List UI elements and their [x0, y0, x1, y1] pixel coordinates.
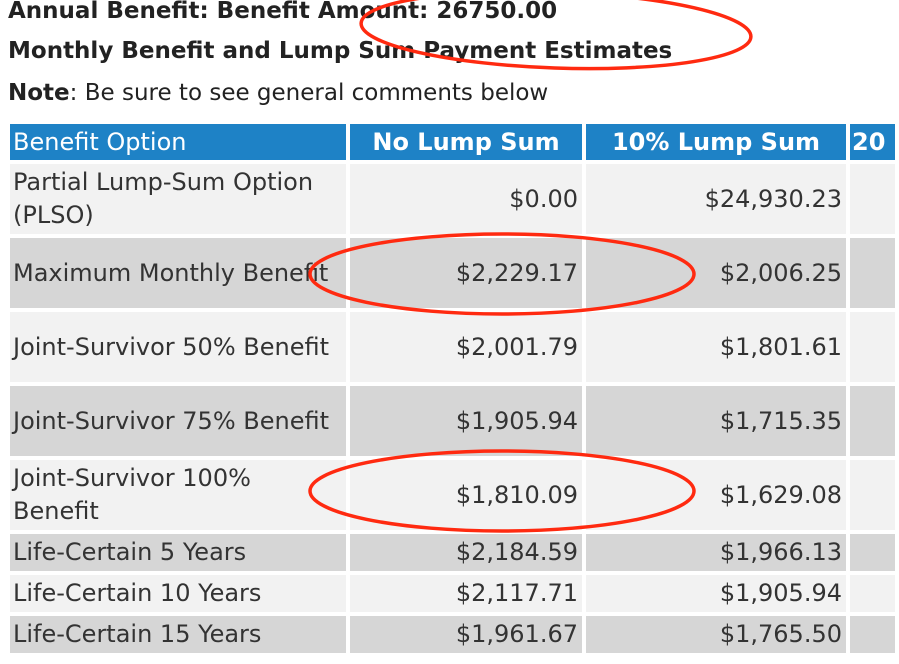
- ten-lump-sum-cell: $1,765.50: [586, 616, 846, 653]
- benefit-option-cell: Partial Lump-Sum Option (PLSO): [10, 164, 346, 234]
- twenty-lump-sum-cell: [850, 312, 895, 382]
- ten-lump-sum-cell: $24,930.23: [586, 164, 846, 234]
- ten-lump-sum-cell: $1,715.35: [586, 386, 846, 456]
- no-lump-sum-cell: $2,184.59: [350, 534, 582, 571]
- table-row: Life-Certain 10 Years $2,117.71 $1,905.94: [10, 575, 895, 612]
- twenty-lump-sum-cell: [850, 460, 895, 530]
- annual-benefit-heading: Annual Benefit: Benefit Amount: 26750.00: [8, 0, 558, 24]
- table-row: Life-Certain 15 Years $1,961.67 $1,765.50: [10, 616, 895, 653]
- no-lump-sum-cell: $0.00: [350, 164, 582, 234]
- benefit-option-cell: Maximum Monthly Benefit: [10, 238, 346, 308]
- table-row: Joint-Survivor 50% Benefit $2,001.79 $1,80…: [10, 312, 895, 382]
- benefit-table: Benefit Option No Lump Sum 10% Lump Sum …: [6, 120, 899, 657]
- benefit-option-cell: Joint-Survivor 75% Benefit: [10, 386, 346, 456]
- benefit-option-cell: Joint-Survivor 50% Benefit: [10, 312, 346, 382]
- ten-lump-sum-cell: $2,006.25: [586, 238, 846, 308]
- no-lump-sum-cell: $2,117.71: [350, 575, 582, 612]
- table-row: Life-Certain 5 Years $2,184.59 $1,966.13: [10, 534, 895, 571]
- twenty-lump-sum-cell: [850, 534, 895, 571]
- twenty-lump-sum-cell: [850, 616, 895, 653]
- ten-lump-sum-cell: $1,966.13: [586, 534, 846, 571]
- col-header-20-lump-sum: 20: [850, 124, 895, 160]
- no-lump-sum-cell: $2,001.79: [350, 312, 582, 382]
- ten-lump-sum-cell: $1,801.61: [586, 312, 846, 382]
- twenty-lump-sum-cell: [850, 164, 895, 234]
- table-row: Joint-Survivor 100% Benefit $1,810.09 $1,6…: [10, 460, 895, 530]
- no-lump-sum-cell: $1,905.94: [350, 386, 582, 456]
- note-label: Note: [8, 80, 70, 106]
- note-text: : Be sure to see general comments below: [69, 80, 549, 106]
- twenty-lump-sum-cell: [850, 386, 895, 456]
- twenty-lump-sum-cell: [850, 575, 895, 612]
- note-line: Note: Be sure to see general comments be…: [8, 80, 548, 106]
- col-header-no-lump-sum: No Lump Sum: [350, 124, 582, 160]
- table-row: Joint-Survivor 75% Benefit $1,905.94 $1,71…: [10, 386, 895, 456]
- table-row: Maximum Monthly Benefit $2,229.17 $2,006.2…: [10, 238, 895, 308]
- table-header-row: Benefit Option No Lump Sum 10% Lump Sum …: [10, 124, 895, 160]
- no-lump-sum-cell: $1,810.09: [350, 460, 582, 530]
- benefit-option-cell: Joint-Survivor 100% Benefit: [10, 460, 346, 530]
- ten-lump-sum-cell: $1,905.94: [586, 575, 846, 612]
- no-lump-sum-cell: $1,961.67: [350, 616, 582, 653]
- twenty-lump-sum-cell: [850, 238, 895, 308]
- col-header-10-lump-sum: 10% Lump Sum: [586, 124, 846, 160]
- table-row: Partial Lump-Sum Option (PLSO) $0.00 $24,9…: [10, 164, 895, 234]
- benefit-option-cell: Life-Certain 10 Years: [10, 575, 346, 612]
- ten-lump-sum-cell: $1,629.08: [586, 460, 846, 530]
- no-lump-sum-cell: $2,229.17: [350, 238, 582, 308]
- benefit-option-cell: Life-Certain 15 Years: [10, 616, 346, 653]
- col-header-benefit-option: Benefit Option: [10, 124, 346, 160]
- benefit-option-cell: Life-Certain 5 Years: [10, 534, 346, 571]
- estimates-heading: Monthly Benefit and Lump Sum Payment Est…: [8, 38, 673, 64]
